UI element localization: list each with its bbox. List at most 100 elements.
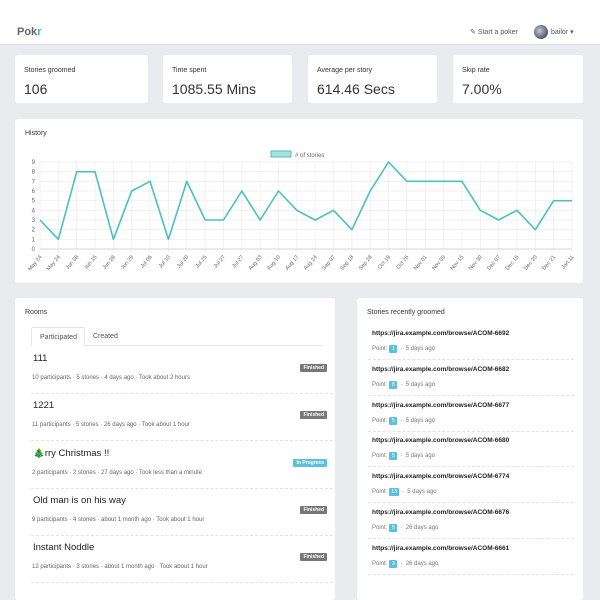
stat-label: Stories groomed (24, 67, 76, 74)
point-label: Point: (372, 346, 388, 352)
story-item: https://jira.example.com/browse/ACOM-667… (368, 503, 574, 539)
story-link[interactable]: https://jira.example.com/browse/ACOM-667… (372, 401, 510, 409)
story-link[interactable]: https://jira.example.com/browse/ACOM-666… (372, 544, 510, 552)
status-badge: Finished (300, 553, 327, 562)
data-point (498, 219, 500, 221)
point-badge: 5 (389, 524, 398, 532)
tab-participated[interactable]: Participated (31, 327, 85, 346)
room-item[interactable]: Old man is on his way 9 participants · 4… (31, 489, 333, 536)
x-tick-label: Dec 21 (541, 254, 557, 271)
story-link[interactable]: https://jira.example.com/browse/ACOM-668… (372, 365, 510, 373)
room-meta: 10 participants · 5 stories · 4 days ago… (32, 375, 190, 381)
rooms-panel: Rooms Participated Created 111 10 partic… (15, 298, 335, 600)
x-tick-label: Jul 20 (176, 254, 190, 269)
x-tick-label: Jun 29 (120, 254, 135, 271)
stat-value: 1085.55 Mins (172, 81, 257, 97)
rooms-tabs: Participated Created (31, 327, 323, 346)
x-tick-label: Oct 19 (377, 254, 392, 270)
data-point (277, 190, 279, 192)
room-meta: 9 participants · 4 stories · about 1 mon… (32, 516, 205, 523)
story-item: https://jira.example.com/browse/ACOM-669… (368, 324, 574, 360)
x-tick-label: Nov 09 (431, 254, 447, 271)
data-point (571, 200, 573, 202)
data-point (186, 180, 188, 182)
story-meta: Point: 5 · 5 days ago (372, 452, 436, 461)
room-meta: 12 participants · 3 stories · about 1 mo… (32, 564, 208, 571)
avatar[interactable] (534, 25, 548, 39)
y-tick-label: 0 (32, 247, 36, 253)
x-tick-label: Aug 03 (248, 254, 264, 271)
point-badge: 1 (389, 345, 398, 353)
room-name[interactable]: 111 (33, 353, 48, 364)
data-point (296, 209, 298, 211)
story-time: 26 days ago (405, 525, 439, 531)
story-time: 5 days ago (405, 381, 436, 388)
x-tick-label: Aug 17 (285, 254, 301, 271)
story-item: https://jira.example.com/browse/ACOM-677… (368, 467, 574, 504)
user-menu[interactable]: bailor ▾ (551, 29, 574, 36)
data-point (112, 238, 114, 240)
room-item[interactable]: 🎄rry Christmas !! 2 participants · 2 sto… (31, 442, 333, 489)
story-time: 5 days ago (405, 417, 436, 424)
story-link[interactable]: https://jira.example.com/browse/ACOM-677… (372, 473, 510, 481)
y-tick-label: 7 (32, 179, 36, 185)
y-tick-label: 3 (32, 218, 36, 224)
x-tick-label: Aug 24 (303, 254, 319, 271)
x-tick-label: Sep 28 (358, 254, 374, 271)
data-point (94, 171, 96, 173)
data-point (516, 209, 518, 211)
x-tick-label: Jul 27 (213, 254, 227, 269)
x-tick-label: Dec 15 (505, 254, 521, 271)
story-item: https://jira.example.com/browse/ACOM-668… (368, 431, 574, 468)
room-item[interactable]: 1221 11 participants · 5 stories · 26 da… (31, 394, 333, 442)
story-link[interactable]: https://jira.example.com/browse/ACOM-668… (372, 437, 510, 445)
story-link[interactable]: https://jira.example.com/browse/ACOM-669… (372, 330, 510, 337)
data-point (479, 209, 481, 211)
room-name[interactable]: Old man is on his way (33, 494, 126, 506)
x-tick-label: Jun 15 (83, 254, 98, 271)
data-point (241, 190, 243, 192)
point-label: Point: (372, 560, 388, 567)
stat-time-spent: Time spent 1085.55 Mins (163, 55, 292, 103)
x-tick-label: Nov 15 (450, 254, 466, 271)
point-label: Point: (372, 381, 388, 388)
room-name[interactable]: Instant Noddle (33, 542, 95, 554)
stat-value: 614.46 Secs (317, 81, 395, 97)
room-item[interactable]: Instant Noddle 12 participants · 3 stori… (31, 536, 333, 584)
y-tick-label: 5 (32, 199, 36, 205)
x-tick-label: Sep 18 (340, 254, 356, 271)
story-time: 5 days ago (405, 453, 436, 460)
story-time: 5 days ago (405, 346, 436, 352)
stat-label: Average per story (317, 67, 373, 74)
data-point (149, 180, 151, 182)
x-tick-label: Jan 11 (561, 254, 576, 270)
room-item[interactable]: 111 10 participants · 5 stories · 4 days… (31, 347, 333, 394)
story-link[interactable]: https://jira.example.com/browse/ACOM-667… (372, 509, 510, 516)
story-meta: Point: 5 · 26 days ago (372, 524, 439, 532)
start-poker-link[interactable]: ✎ Start a poker (470, 28, 518, 36)
y-tick-label: 1 (32, 237, 36, 243)
data-point (388, 161, 390, 163)
pencil-icon: ✎ (470, 29, 478, 36)
data-point (76, 171, 78, 173)
data-point (57, 238, 59, 240)
legend-label[interactable]: # of stories (295, 153, 324, 159)
x-tick-label: Jul 25 (195, 254, 209, 269)
data-point (333, 209, 335, 211)
brand-logo[interactable]: Pokr (17, 26, 41, 38)
story-time: 26 days ago (405, 560, 439, 567)
x-tick-label: Dec 20 (523, 254, 539, 271)
tab-created[interactable]: Created (93, 333, 118, 340)
series-line (39, 161, 572, 241)
data-point (553, 200, 555, 202)
point-badge: 5 (389, 452, 398, 461)
navbar: Pokr ✎ Start a poker bailor ▾ (0, 0, 600, 45)
room-name[interactable]: 🎄rry Christmas !! (33, 447, 110, 459)
stories-title: Stories recently groomed (367, 309, 445, 316)
room-name[interactable]: 1221 (33, 400, 55, 412)
x-tick-label: Jun 28 (102, 254, 117, 271)
story-time: 5 days ago (407, 489, 437, 496)
x-tick-label: May 24 (46, 254, 62, 272)
status-badge: Finished (300, 411, 327, 420)
